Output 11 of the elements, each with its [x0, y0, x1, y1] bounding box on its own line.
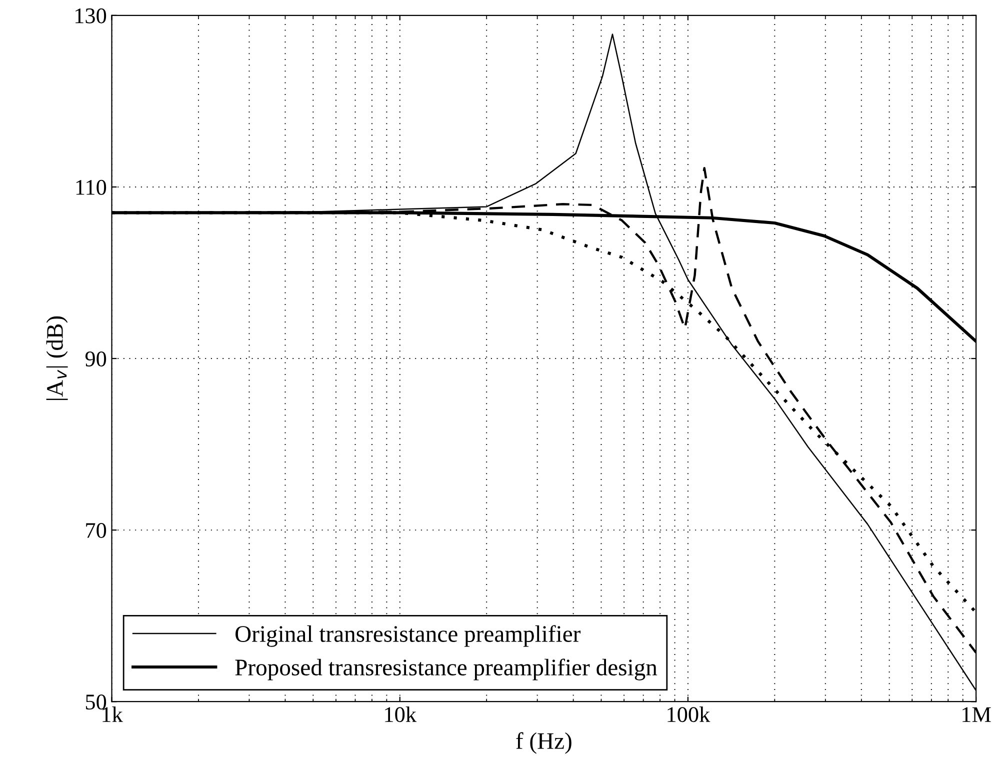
y-tick-label: 70: [86, 522, 106, 538]
x-axis-title: f (Hz): [516, 732, 572, 754]
y-tick-label: 90: [85, 351, 106, 366]
y-tick-label: 110: [76, 180, 106, 195]
x-tick-label: 10k: [385, 706, 417, 722]
y-tick-label: 130: [76, 8, 106, 24]
x-tick-label: 100k: [668, 706, 710, 722]
x-tick-label: 1M: [962, 707, 991, 722]
y-axis-title: |A$_{v}$| (dB): [46, 316, 68, 400]
legend-label: Proposed transresistance preamplifier design: [235, 658, 658, 680]
legend-label: Original transresistance preamplifier: [236, 625, 580, 647]
